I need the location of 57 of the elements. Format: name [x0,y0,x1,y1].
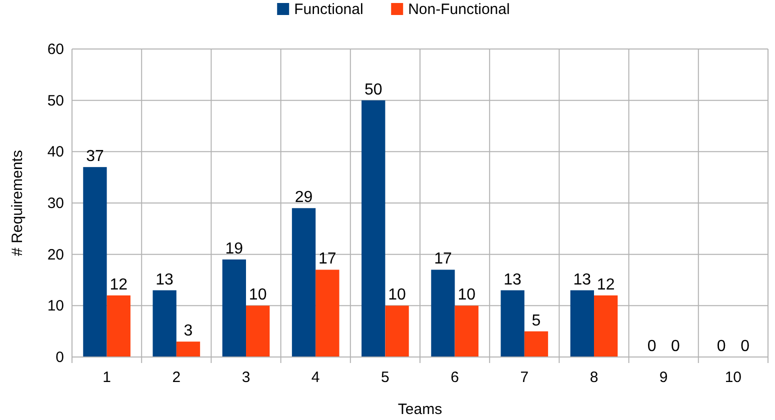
y-tick-label: 40 [47,144,64,161]
bar [222,259,246,357]
x-tick-label: 6 [450,369,459,386]
bar [362,100,386,357]
bar [454,306,478,357]
y-axis-title: # Requirements [9,150,26,256]
bar [524,331,548,357]
bar [500,290,524,357]
legend-label: Non-Functional [408,1,510,18]
data-label: 12 [110,276,128,294]
bar [246,306,270,357]
x-tick-label: 3 [242,369,250,386]
data-label: 0 [716,338,726,355]
x-axis-title: Teams [398,401,442,418]
y-tick-label: 10 [47,298,64,315]
bar [594,295,618,357]
y-tick-label: 0 [56,349,64,366]
y-tick-label: 60 [47,41,64,58]
data-label: 13 [573,271,592,288]
data-label: 13 [156,271,174,288]
bar [152,290,176,357]
x-tick-label: 8 [590,369,598,386]
x-tick-label: 1 [102,369,111,386]
y-tick-label: 50 [47,92,64,110]
x-tick-label: 4 [311,369,320,386]
x-tick-label: 10 [724,369,742,386]
bar [292,208,316,357]
x-tick-label: 5 [381,369,390,386]
bar [176,342,200,357]
data-label: 17 [318,250,336,268]
data-label: 10 [248,286,267,304]
data-label: 0 [740,338,750,355]
bar [385,306,409,357]
data-label: 10 [458,286,476,304]
y-tick-label: 30 [47,195,64,212]
data-label: 3 [184,322,193,340]
data-label: 13 [504,271,522,288]
data-label: 0 [670,338,680,355]
x-tick-label: 9 [659,369,668,386]
bar [83,167,107,357]
bar [106,295,130,357]
x-tick-label: 2 [172,369,181,386]
data-label: 10 [388,286,406,304]
bar [570,290,594,357]
bar [431,270,455,357]
x-tick-label: 7 [520,369,529,386]
data-label: 5 [532,312,541,330]
data-label: 50 [364,81,382,98]
data-label: 17 [434,250,452,268]
bar [316,270,340,357]
legend-label: Functional [294,1,364,18]
data-label: 37 [86,148,104,166]
data-label: 0 [647,338,656,355]
y-tick-label: 20 [47,246,64,264]
data-label: 12 [596,276,615,294]
data-label: 29 [294,189,313,206]
data-label: 19 [225,240,244,258]
